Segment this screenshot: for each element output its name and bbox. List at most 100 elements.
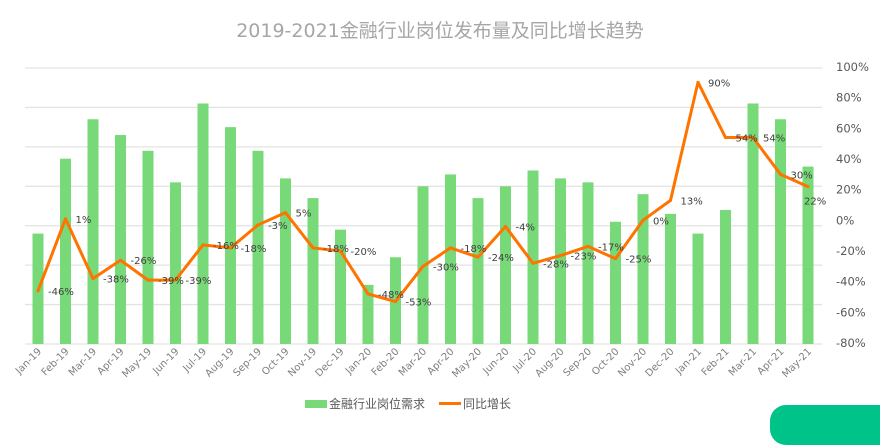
data-label: -20% — [351, 247, 377, 258]
x-axis-tick: Feb-21 — [700, 346, 732, 378]
bar — [170, 182, 181, 344]
right-axis-tick: 80% — [836, 91, 862, 105]
bar — [775, 119, 786, 344]
bar — [500, 186, 511, 344]
right-axis-tick: -60% — [836, 305, 866, 319]
data-label: -18% — [323, 244, 349, 255]
x-axis-tick: Dec-19 — [314, 346, 347, 379]
bar — [142, 150, 154, 344]
data-label: -28% — [543, 259, 569, 270]
growth-point — [284, 211, 287, 215]
data-label: 90% — [708, 78, 730, 89]
growth-point — [724, 136, 727, 140]
x-axis-tick: Aug-20 — [533, 346, 566, 379]
bar — [335, 229, 346, 344]
growth-point — [91, 277, 95, 281]
data-label: -18% — [461, 244, 487, 255]
x-axis-tick: Feb-20 — [370, 346, 402, 378]
right-axis-tick: -80% — [836, 336, 866, 350]
data-label: -4% — [516, 222, 535, 233]
growth-point — [64, 217, 67, 221]
x-axis-tick: Mar-19 — [67, 346, 99, 378]
bar — [252, 150, 264, 344]
x-axis-tick: Sep-19 — [231, 346, 264, 379]
legend-item-growth: 同比增长 — [439, 395, 511, 412]
right-axis-tick: 40% — [836, 152, 862, 166]
right-axis-tick: 60% — [836, 121, 862, 135]
bar — [307, 198, 319, 344]
data-label: -30% — [433, 262, 459, 273]
growth-point — [311, 246, 315, 250]
x-axis-tick: Jan-19 — [13, 346, 44, 377]
legend-item-demand: 金融行业岗位需求 — [305, 395, 425, 412]
bar — [637, 194, 649, 344]
data-label: 54% — [736, 134, 758, 145]
bar — [692, 233, 704, 344]
data-label: 22% — [804, 197, 826, 208]
growth-point — [421, 264, 425, 268]
chart-title: 2019-2021金融行业岗位发布量及同比增长趋势 — [236, 20, 644, 42]
bar — [225, 127, 236, 345]
data-label: 5% — [296, 209, 312, 220]
right-axis-tick: 20% — [836, 183, 862, 197]
data-label: -17% — [598, 242, 624, 253]
floating-action-button[interactable] — [770, 405, 880, 445]
x-axis-tick: Dec-20 — [644, 346, 677, 379]
growth-point — [229, 246, 232, 250]
right-axis-tick: 0% — [836, 213, 854, 227]
bar — [720, 209, 731, 344]
bar — [610, 221, 621, 344]
legend: 金融行业岗位需求 同比增长 — [305, 395, 511, 412]
data-label: -39% — [186, 276, 212, 287]
growth-point — [394, 300, 397, 304]
growth-point — [339, 249, 342, 253]
growth-point — [559, 254, 562, 258]
bar — [555, 178, 566, 344]
data-label: -25% — [626, 255, 652, 266]
growth-point — [366, 292, 370, 296]
data-label: -23% — [571, 252, 597, 263]
bar — [197, 103, 209, 344]
growth-point — [779, 172, 782, 176]
growth-point — [119, 258, 122, 262]
legend-label-growth: 同比增长 — [463, 397, 512, 411]
data-label: -39% — [158, 276, 184, 287]
data-label: -46% — [48, 287, 74, 298]
growth-point — [146, 278, 150, 282]
bar — [445, 174, 456, 344]
legend-label-demand: 金融行业岗位需求 — [329, 397, 426, 411]
data-label: -38% — [103, 275, 129, 286]
data-label: 30% — [791, 170, 813, 181]
bar — [472, 198, 484, 344]
x-axis-tick: Nov-20 — [616, 346, 649, 379]
bar — [362, 284, 374, 344]
data-label: 54% — [763, 134, 785, 145]
x-axis-tick: Sep-20 — [561, 346, 594, 379]
data-label: -48% — [378, 290, 404, 301]
x-axis-tick: Nov-19 — [286, 346, 319, 379]
growth-point — [201, 243, 205, 247]
data-label: 13% — [681, 196, 703, 207]
bar — [665, 213, 676, 344]
bar — [802, 166, 814, 344]
x-axis-tick: Jun-19 — [151, 346, 182, 377]
data-label: -53% — [406, 298, 432, 309]
x-axis-tick: Mar-21 — [727, 346, 759, 378]
right-axis-tick: -40% — [836, 275, 866, 289]
growth-point — [641, 218, 645, 222]
right-axis-tick: -20% — [836, 244, 866, 258]
data-label: -16% — [213, 241, 239, 252]
growth-point — [696, 80, 700, 84]
x-axis-tick: Mar-20 — [397, 346, 429, 378]
bar — [60, 158, 71, 344]
x-axis-tick: May-21 — [780, 346, 814, 380]
growth-point — [504, 224, 507, 228]
bar — [582, 182, 594, 344]
growth-point — [531, 261, 535, 265]
growth-point — [476, 255, 480, 259]
x-axis-tick: May-19 — [120, 346, 154, 380]
x-axis-tick: Aug-19 — [203, 346, 236, 379]
data-label: -26% — [131, 256, 157, 267]
x-axis-tick: Jan-20 — [343, 346, 374, 377]
growth-point — [449, 246, 452, 250]
